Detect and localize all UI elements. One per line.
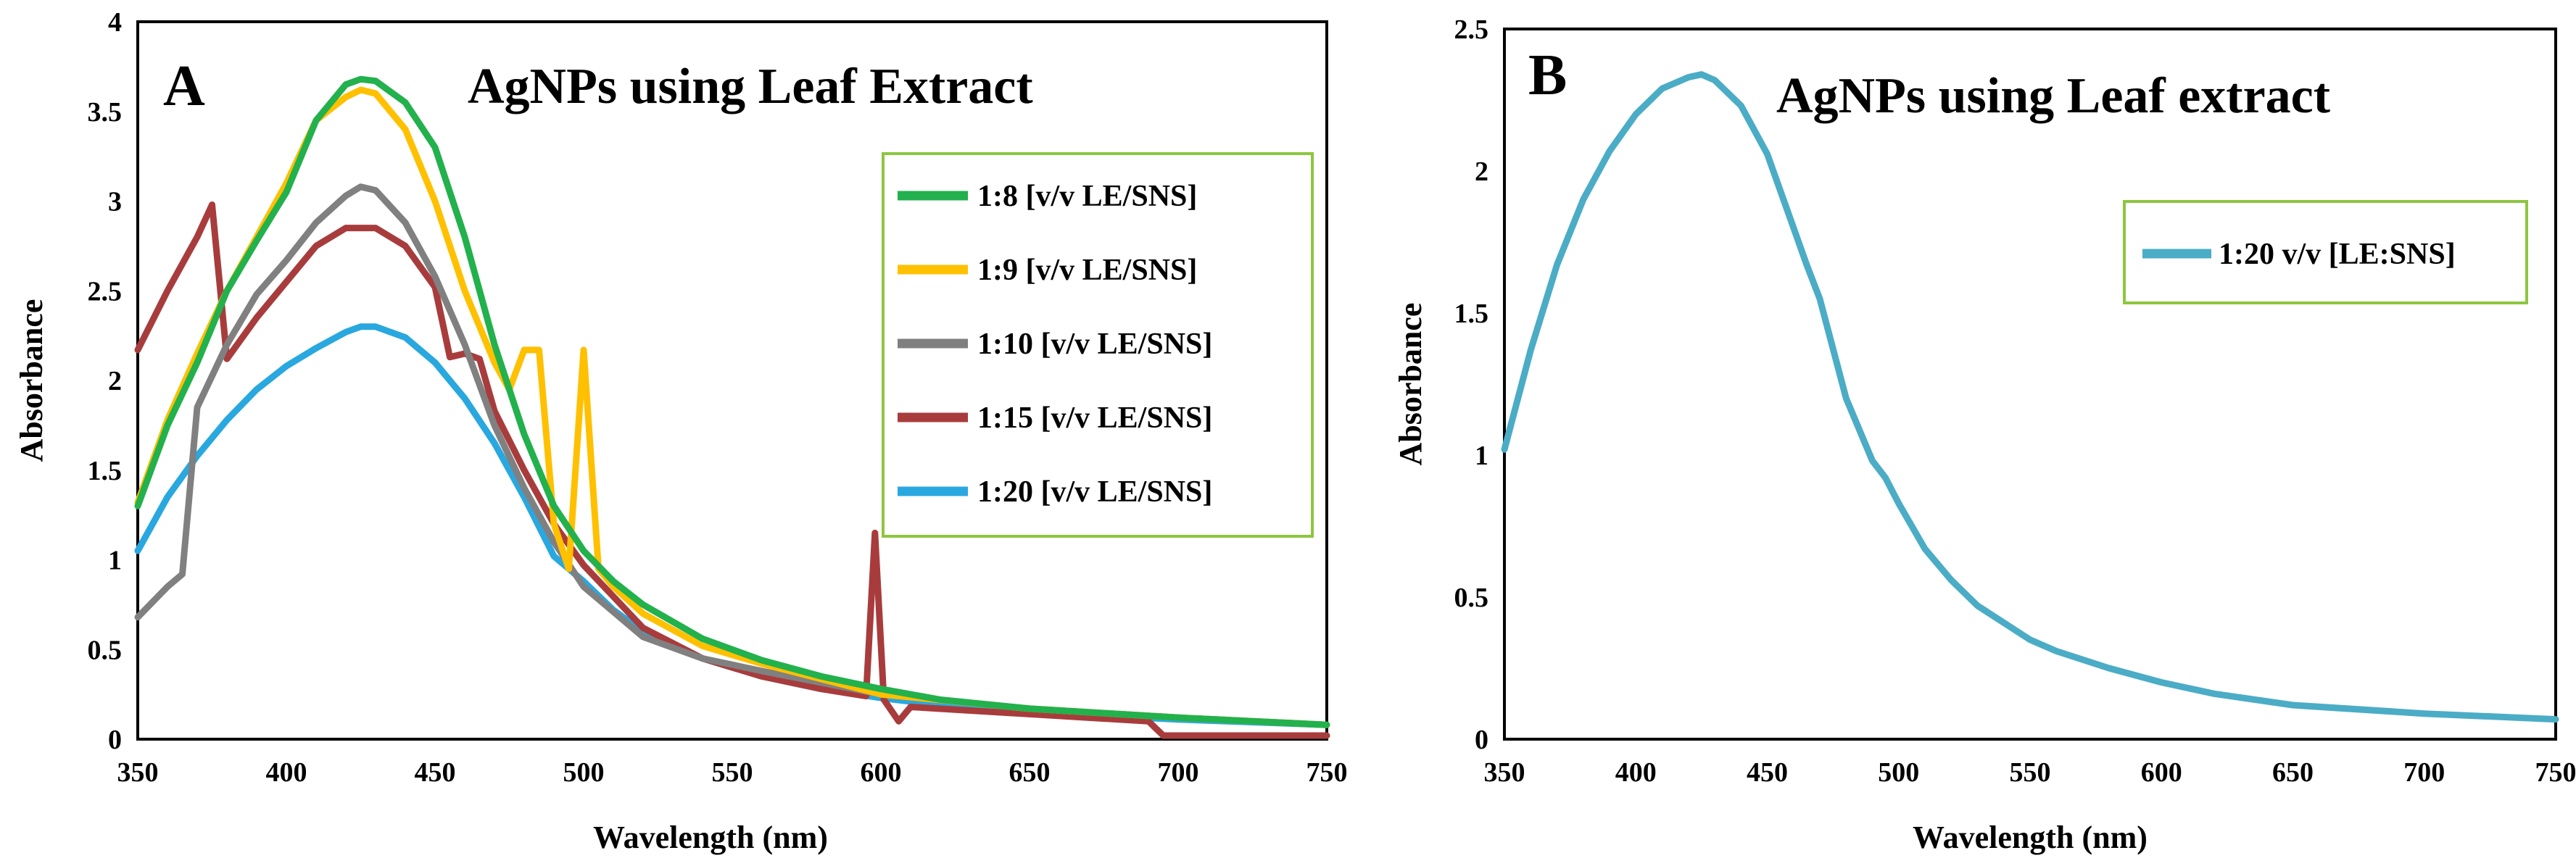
y-tick-label: 2 xyxy=(108,366,122,396)
y-tick-label: 1.5 xyxy=(88,456,123,486)
y-tick-label: 0 xyxy=(108,725,122,755)
y-tick-label: 3.5 xyxy=(88,97,123,128)
plot-area-b xyxy=(1503,28,2557,741)
legend-entry-label: 1:9 [v/v LE/SNS] xyxy=(977,254,1197,287)
series-line xyxy=(134,183,1330,728)
series-line xyxy=(1501,71,2559,723)
legend-entry-label: 1:10 [v/v LE/SNS] xyxy=(977,328,1212,361)
plot-area-a xyxy=(136,20,1328,741)
series-group-b xyxy=(1501,71,2559,723)
y-tick-label: 0.5 xyxy=(88,635,123,665)
series-line xyxy=(134,201,1330,739)
x-tick-label: 750 xyxy=(2535,757,2576,788)
series-group-a xyxy=(134,75,1330,739)
legend-b: 1:20 v/v [LE:SNS] xyxy=(2123,200,2528,304)
chart-panel-a: 0 0.5 1 1.5 2 2.5 3 3.5 4 350 400 450 500 550 600 650 70… xyxy=(14,7,1348,855)
x-tick-label: 750 xyxy=(1306,757,1348,788)
y-tick-label: 4 xyxy=(108,7,122,38)
chart-title-a: AgNPs using Leaf Extract xyxy=(468,59,1033,115)
x-tick-label: 600 xyxy=(2141,757,2182,788)
series-line xyxy=(134,75,1330,728)
y-tick-label: 1.5 xyxy=(1454,299,1489,329)
y-tick-label: 0 xyxy=(1475,725,1488,755)
y-tick-label: 2.5 xyxy=(88,276,123,307)
y-tick-label: 2.5 xyxy=(1454,14,1489,45)
legend-entry-label: 1:8 [v/v LE/SNS] xyxy=(977,180,1197,213)
chart-title-b: AgNPs using Leaf extract xyxy=(1776,68,2330,124)
y-tick-label: 1 xyxy=(108,546,122,576)
x-axis-label-b: Wavelength (nm) xyxy=(1913,820,2148,855)
x-tick-label: 550 xyxy=(2010,757,2051,788)
x-tick-label: 550 xyxy=(712,757,753,788)
panel-letter-b: B xyxy=(1528,43,1567,107)
legend-entry-label: 1:20 [v/v LE/SNS] xyxy=(977,475,1212,509)
x-tick-label: 350 xyxy=(117,757,159,788)
x-tick-label: 700 xyxy=(1158,757,1199,788)
x-tick-label: 650 xyxy=(2272,757,2314,788)
panel-letter-a: A xyxy=(163,54,205,118)
x-tick-label: 450 xyxy=(1747,757,1788,788)
x-tick-label: 350 xyxy=(1484,757,1525,788)
y-axis-label-a: Absorbance xyxy=(14,299,49,462)
y-tick-label: 1 xyxy=(1475,441,1488,471)
legend-entry-label: 1:15 [v/v LE/SNS] xyxy=(977,401,1212,435)
legend-entry-label: 1:20 v/v [LE:SNS] xyxy=(2219,238,2456,271)
y-axis-label-b: Absorbance xyxy=(1393,303,1428,466)
x-tick-label: 600 xyxy=(861,757,902,788)
y-tick-label: 2 xyxy=(1475,157,1488,187)
x-tick-label: 650 xyxy=(1009,757,1051,788)
y-tick-label: 0.5 xyxy=(1454,583,1489,613)
legend-a: 1:8 [v/v LE/SNS] 1:9 [v/v LE/SNS] 1:10 [v/… xyxy=(882,152,1314,538)
x-tick-label: 500 xyxy=(1878,757,1919,788)
x-axis-label-a: Wavelength (nm) xyxy=(593,820,828,855)
y-tick-label: 3 xyxy=(108,187,122,217)
tick-labels-a: 0 0.5 1 1.5 2 2.5 3 3.5 4 350 400 450 500 550 600 650 70… xyxy=(88,7,1348,788)
tick-labels-b: 0 0.5 1 1.5 2 2.5 350 400 450 500 550 600 650 700 750 xyxy=(1454,14,2576,788)
x-tick-label: 400 xyxy=(1615,757,1657,788)
x-tick-label: 500 xyxy=(563,757,605,788)
x-tick-label: 450 xyxy=(415,757,456,788)
x-tick-label: 700 xyxy=(2403,757,2445,788)
x-tick-label: 400 xyxy=(266,757,307,788)
